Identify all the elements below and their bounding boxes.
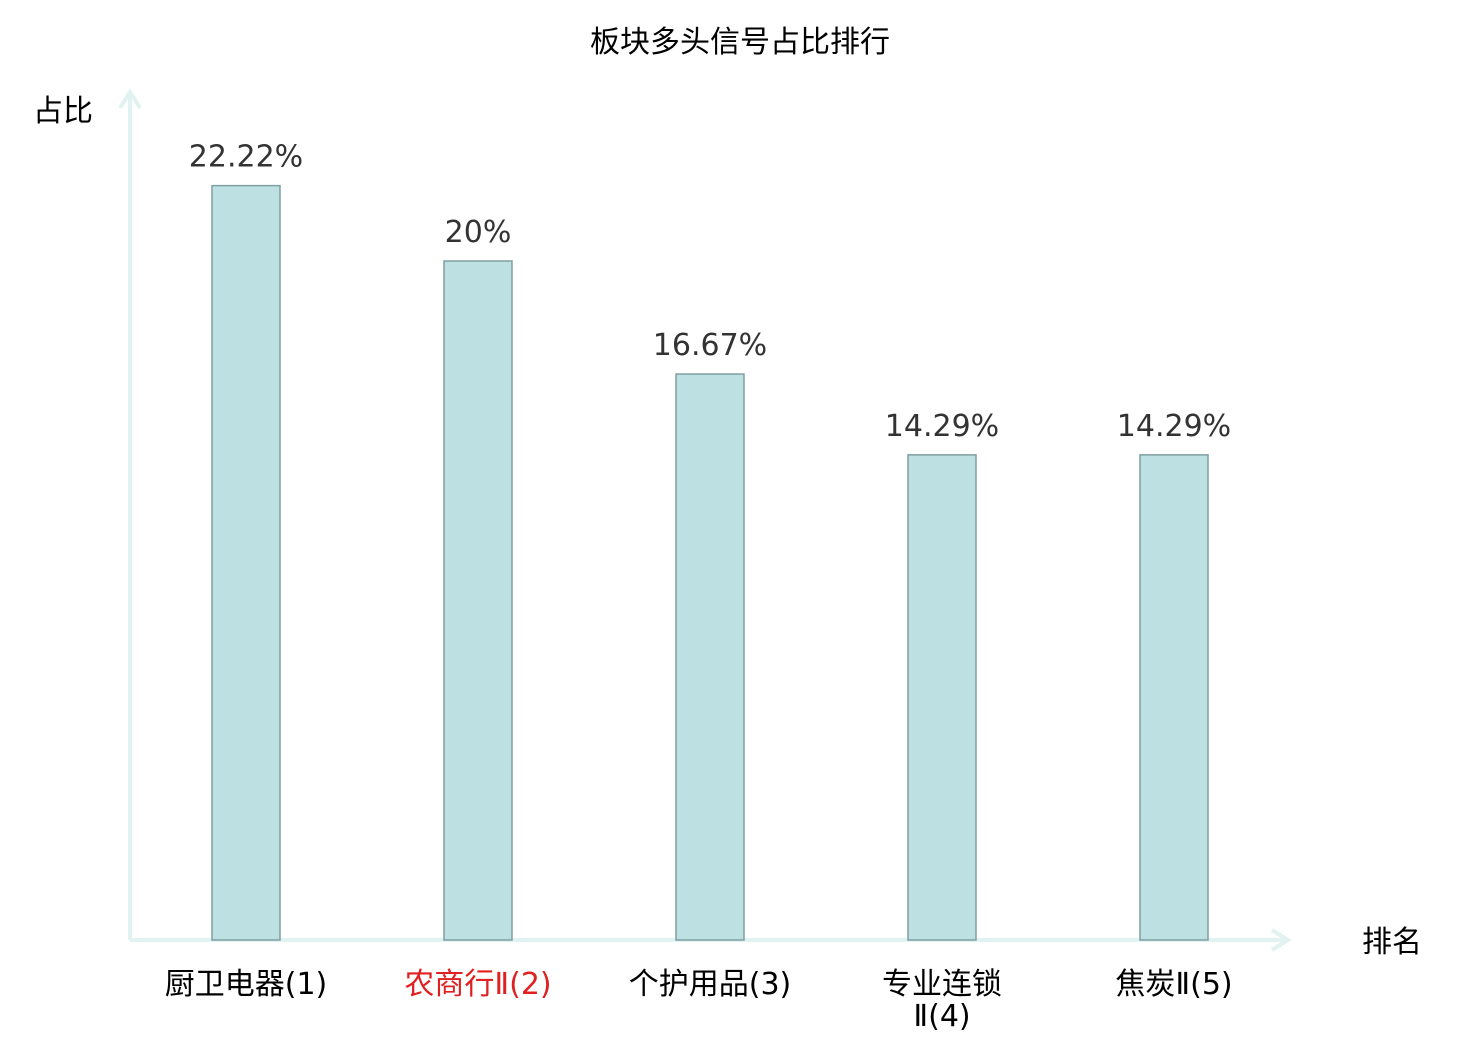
bar-2	[443, 260, 513, 941]
value-label-4: 14.29%	[885, 409, 999, 444]
value-label-5: 14.29%	[1117, 409, 1231, 444]
bar-3	[675, 373, 745, 941]
y-axis-label: 占比	[33, 94, 93, 129]
x-axis-label: 排名	[1362, 925, 1422, 960]
value-label-1: 22.22%	[189, 140, 303, 175]
bar-4	[907, 454, 977, 941]
chart-title: 板块多头信号占比排行	[590, 25, 890, 60]
category-label-5: 焦炭Ⅱ(5)	[1115, 967, 1232, 1002]
value-label-3: 16.67%	[653, 328, 767, 363]
value-label-2: 20%	[445, 215, 512, 250]
category-label-2: 农商行Ⅱ(2)	[404, 967, 551, 1002]
bars-group	[211, 184, 1209, 941]
category-labels-group: 厨卫电器(1) 农商行Ⅱ(2) 个护用品(3) 专业连锁 Ⅱ(4) 焦炭Ⅱ(5)	[165, 967, 1233, 1034]
y-axis	[118, 88, 142, 940]
category-label-4: 专业连锁 Ⅱ(4)	[882, 967, 1002, 1034]
bar-5	[1139, 454, 1209, 941]
bar-1	[211, 184, 281, 941]
category-label-1: 厨卫电器(1)	[165, 967, 328, 1002]
y-axis-arrow-icon	[118, 88, 142, 110]
x-axis-arrow-icon	[1270, 928, 1292, 952]
value-labels-group: 22.22% 20% 16.67% 14.29% 14.29%	[189, 140, 1231, 444]
category-label-3: 个护用品(3)	[629, 967, 792, 1002]
